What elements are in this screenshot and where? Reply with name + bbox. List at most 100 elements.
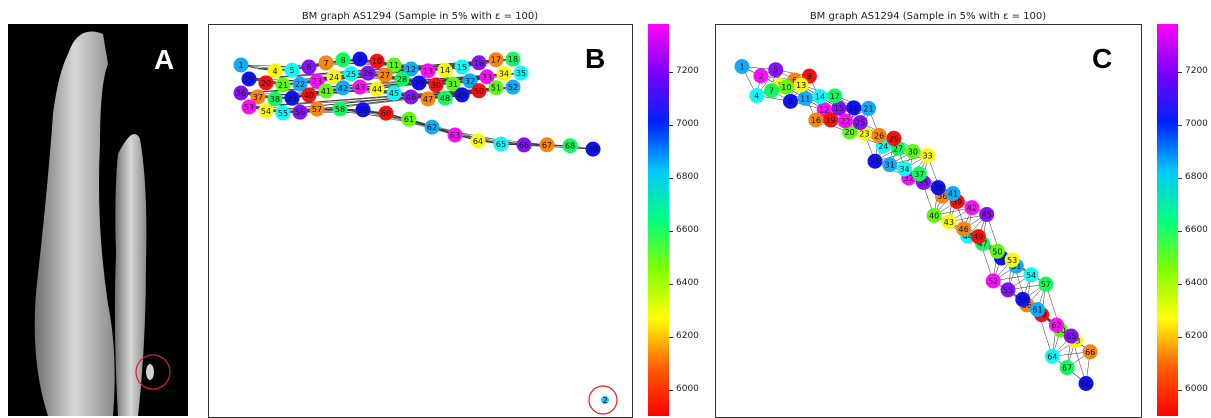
graph-b-node-label: 65	[496, 140, 506, 149]
graph-c-node-label: 2	[758, 72, 763, 81]
graph-c-node-label: 37	[914, 170, 924, 179]
graph-b-node-label: 24	[329, 73, 339, 82]
colorbar-tick-label: 7000	[676, 119, 699, 129]
graph-b-node-label: 67	[542, 141, 552, 150]
graph-b-node-label: 50	[474, 87, 484, 96]
graph-c-node-label: 9	[807, 72, 812, 81]
graph-c-node-label: 40	[929, 212, 939, 221]
panel-letter-c: C	[1092, 43, 1112, 75]
graph-b-edge	[455, 135, 524, 145]
graph-b-node-label: 47	[423, 95, 433, 104]
graph-c-node-label: 15	[834, 104, 844, 113]
graph-b-node-label: 34	[499, 70, 509, 79]
graph-c-node-label: 29	[889, 134, 899, 143]
colorbar-tick-label: 6400	[676, 278, 699, 288]
graph-c-node-label: 64	[1047, 352, 1057, 361]
graph-c-node-label: 21	[863, 104, 873, 113]
graph-b-node-label: 42	[338, 84, 348, 93]
graph-c-node-label: 68	[1081, 380, 1091, 389]
colorbar-tickmark	[669, 390, 673, 391]
graph-b-node-label: 45	[389, 89, 399, 98]
graph-c-node-label: 7	[769, 87, 774, 96]
graph-c-node-label: 1	[739, 63, 744, 72]
colorbar-tickmark	[1178, 178, 1182, 179]
colorbar-c	[1157, 24, 1178, 416]
graph-b-node-label: 1	[238, 61, 243, 70]
graph-b-node-label: 37	[253, 93, 263, 102]
graph-c-node-label: 62	[1051, 321, 1061, 330]
colorbar-tick-label: 6200	[676, 331, 699, 341]
graph-b-node-label: 25	[346, 70, 356, 79]
graph-b-node-label: 52	[508, 83, 518, 92]
graph-b-node-label: 29	[414, 79, 424, 88]
specimen-photo-panel: A	[8, 24, 188, 416]
colorbar-tick-label: 6600	[676, 225, 699, 235]
graph-b-node-label: 26	[363, 69, 373, 78]
plot-area-c: 1234567891011121314151617181920212223242…	[715, 24, 1142, 418]
colorbar-b	[648, 24, 669, 416]
colorbar-tick-label: 6800	[1185, 172, 1208, 182]
graph-c-node-label: 50	[992, 247, 1002, 256]
graph-c-node-label: 49	[973, 233, 983, 242]
graph-c-node-label: 16	[811, 116, 821, 125]
colorbar-tickmark	[669, 178, 673, 179]
graph-b-node-label: 38	[270, 95, 280, 104]
graph-c-node-label: 57	[1041, 280, 1051, 289]
graph-b-node-label: 23	[312, 77, 322, 86]
graph-c-node-label: 22	[840, 117, 850, 126]
colorbar-tick-label: 6600	[1185, 225, 1208, 235]
graph-c-node-label: 66	[1085, 348, 1095, 357]
graph-b-node-label: 17	[491, 56, 501, 65]
graph-b-node-label: 6	[306, 63, 311, 72]
graph-c-node-label: 31	[885, 161, 895, 170]
graph-b-node-label: 49	[457, 91, 467, 100]
graph-b-node-label: 39	[287, 94, 297, 103]
graph-c-node-label: 18	[849, 104, 859, 113]
graph-b-node-label: 60	[381, 109, 391, 118]
graph-c-node-label: 67	[1062, 364, 1072, 373]
graph-c-node-label: 52	[988, 277, 998, 286]
graph-c-node-label: 28	[870, 157, 880, 166]
colorbar-tick-label: 7200	[1185, 66, 1208, 76]
graph-c-node-label: 34	[899, 165, 909, 174]
colorbar-tickmark	[669, 125, 673, 126]
graph-b-node-label: 59	[358, 106, 368, 115]
graph-c-node-label: 17	[830, 92, 840, 101]
graph-b-node-label: 48	[440, 94, 450, 103]
graph-b-node-label: 14	[440, 66, 450, 75]
graph-c-node-label: 5	[773, 66, 778, 75]
graph-c-node-label: 20	[844, 128, 854, 137]
graph-b-node-label: 18	[508, 55, 518, 64]
graph-b-node-label: 46	[406, 93, 416, 102]
graph-c-node-label: 54	[1026, 271, 1036, 280]
graph-b-node-label: 55	[278, 109, 288, 118]
graph-b-node-label: 43	[355, 83, 365, 92]
graph-b-node-label: 8	[340, 56, 345, 65]
graph-b-node-label: 35	[516, 69, 526, 78]
graph-b-node-label: 40	[304, 91, 314, 100]
graph-b-node-label: 41	[321, 87, 331, 96]
graph-b-edge	[340, 109, 409, 119]
graph-c-node-label: 4	[754, 92, 759, 101]
colorbar-tick-label: 6000	[676, 384, 699, 394]
colorbar-tickmark	[1178, 72, 1182, 73]
graph-c-node-label: 45	[982, 210, 992, 219]
graph-b-node-label: 68	[565, 142, 575, 151]
colorbar-tickmark	[669, 284, 673, 285]
colorbar-tickmark	[669, 72, 673, 73]
graph-b-node-label: 69	[588, 145, 598, 154]
graph-c-node-label: 30	[908, 147, 918, 156]
graph-b-node-label: 28	[397, 75, 407, 84]
graph-b-node-label: 51	[491, 84, 501, 93]
graph-c-node-label: 43	[944, 218, 954, 227]
graph-b-node-label: 36	[236, 89, 246, 98]
colorbar-tickmark	[669, 337, 673, 338]
graph-b-node-label: 62	[427, 123, 437, 132]
graph-c-node-label: 65	[1066, 332, 1076, 341]
graph-c-node-label: 8	[788, 97, 793, 106]
graph-c-node-label: 58	[1018, 295, 1028, 304]
graph-b-node-label: 27	[380, 71, 390, 80]
graph-c-edges	[742, 67, 1090, 384]
